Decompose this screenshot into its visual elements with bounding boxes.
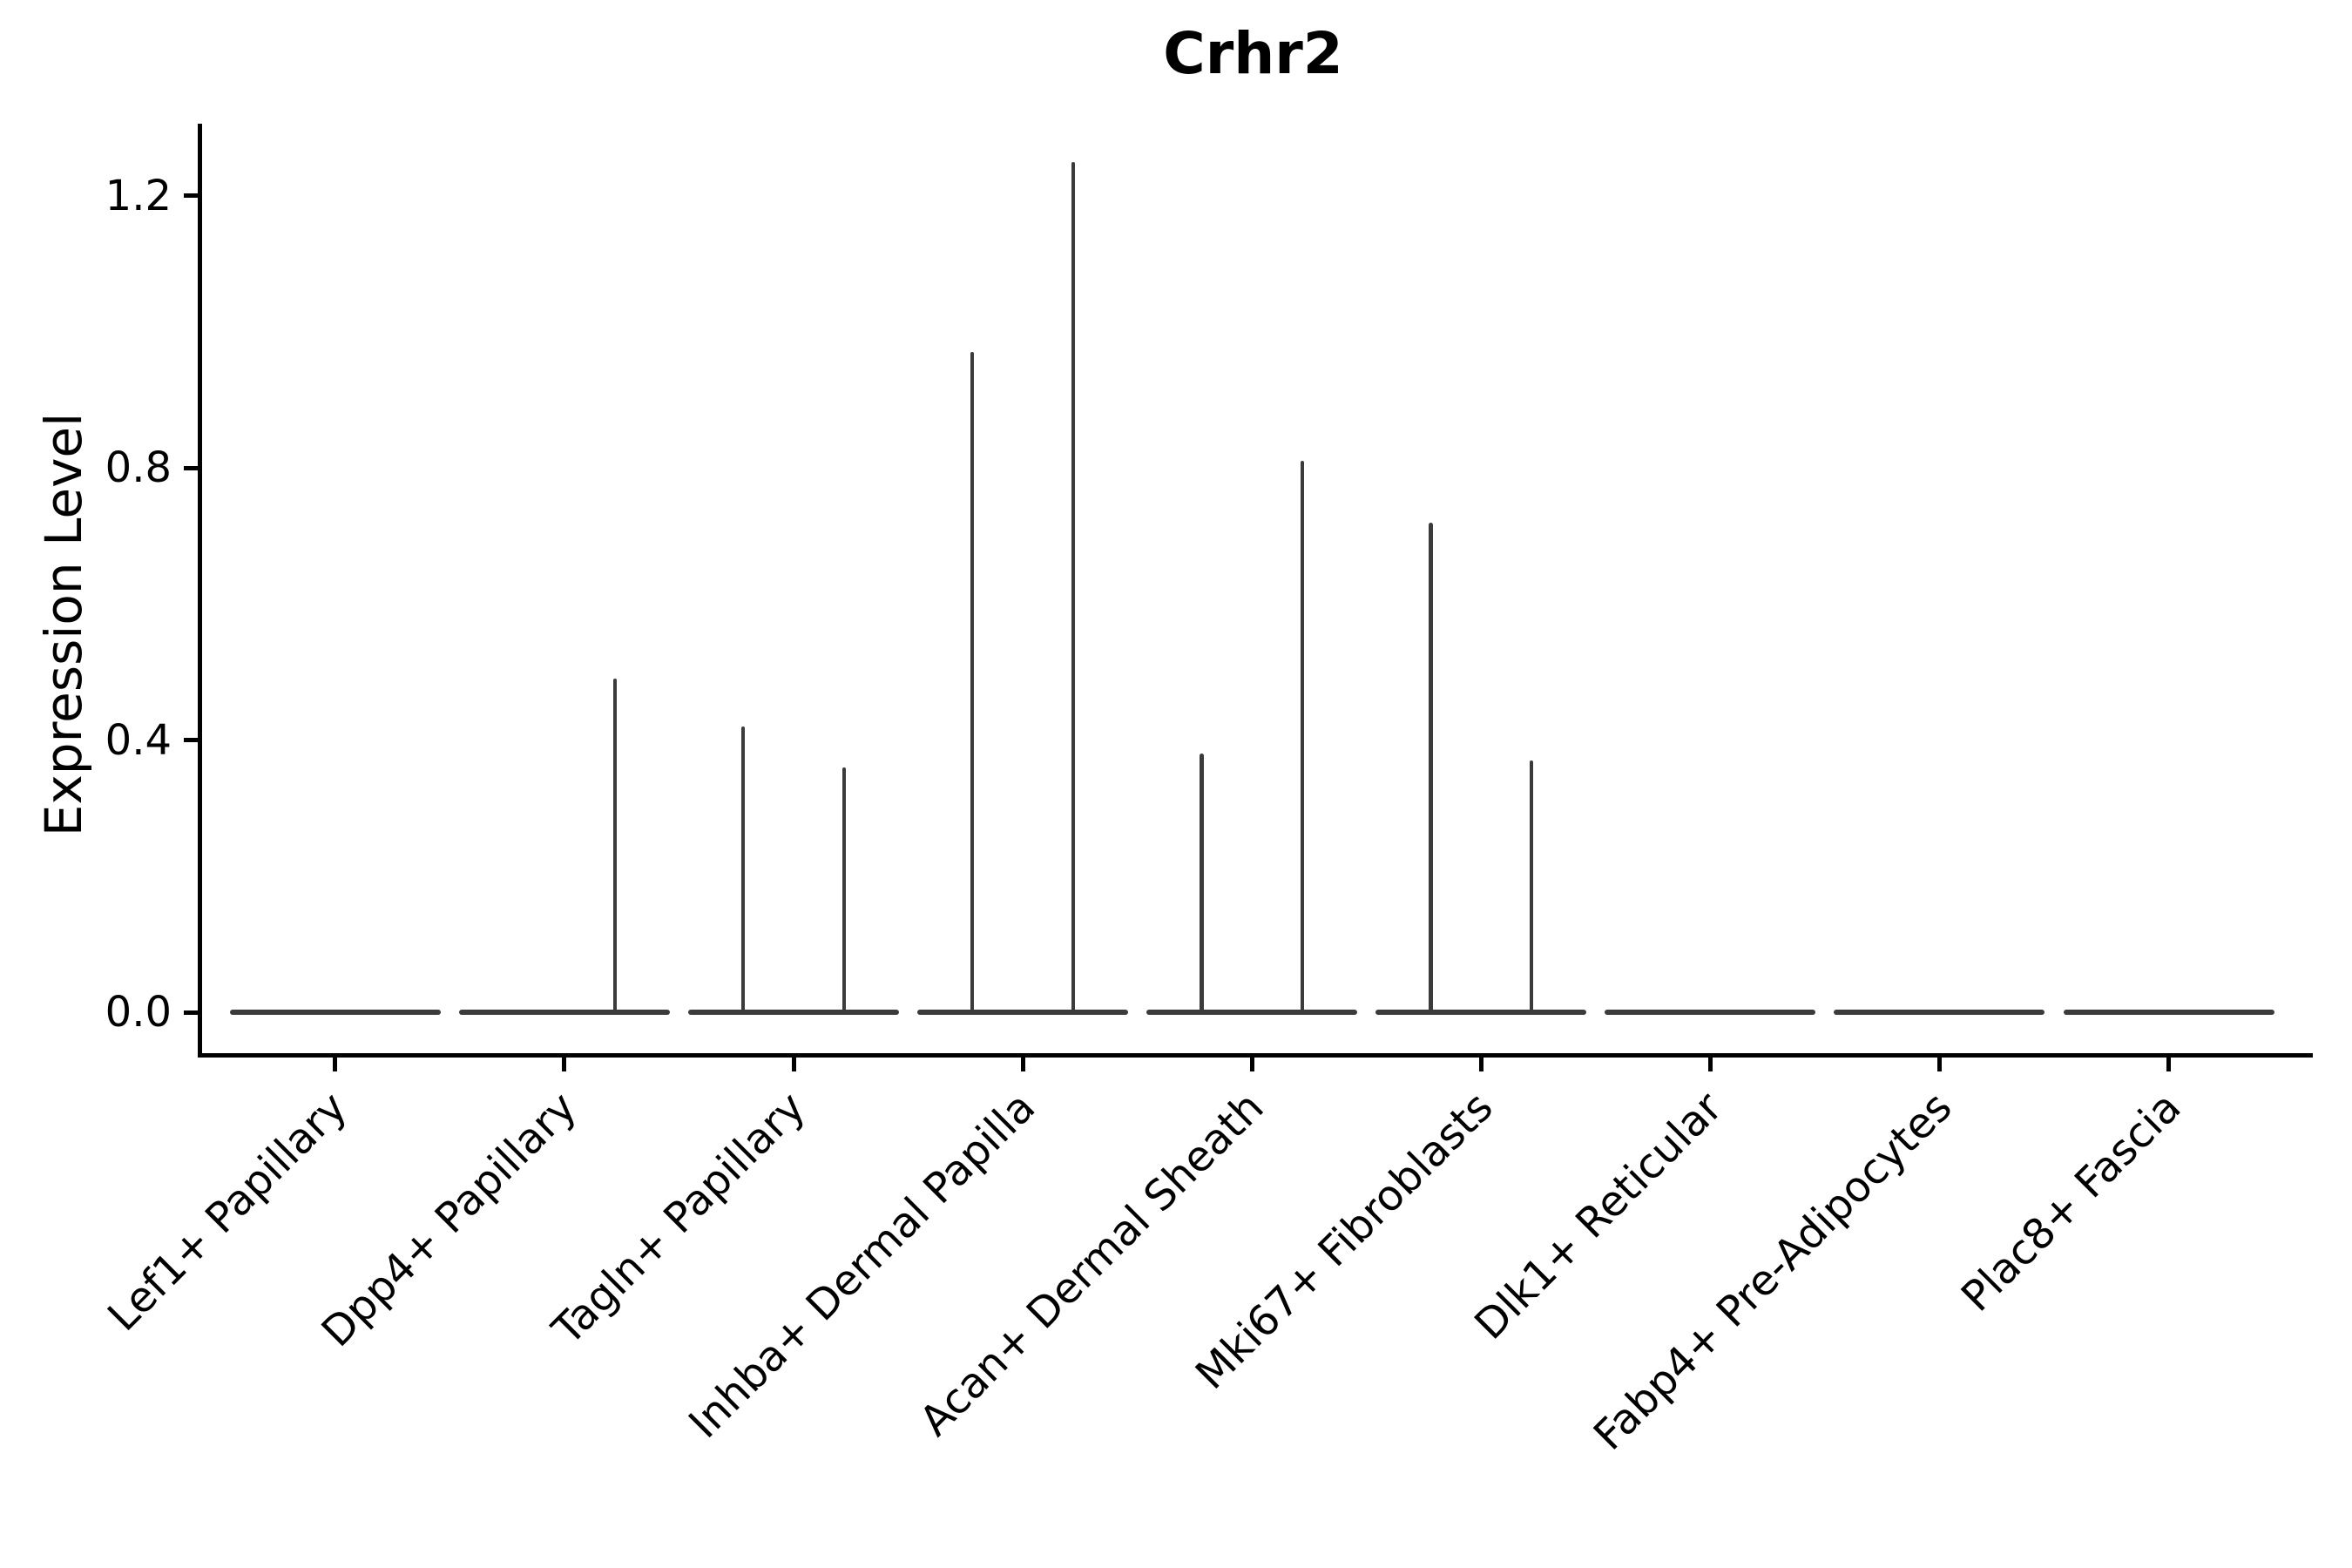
x-tick-mark bbox=[1249, 1058, 1254, 1071]
x-tick-mark bbox=[1020, 1058, 1025, 1071]
violin-body bbox=[687, 1010, 900, 1016]
x-tick-label: Dpp4+ Papillary bbox=[312, 1083, 586, 1357]
violin-body bbox=[1605, 1010, 1816, 1016]
x-tick-mark bbox=[791, 1058, 796, 1071]
x-tick-label: Dlk1+ Reticular bbox=[1465, 1083, 1732, 1349]
violin-body bbox=[1375, 1010, 1587, 1016]
violin-spike bbox=[1300, 461, 1305, 1016]
y-tick-label: 0.0 bbox=[105, 988, 172, 1037]
y-tick-label: 0.4 bbox=[105, 715, 172, 765]
x-tick-mark bbox=[1707, 1058, 1713, 1071]
violin-body bbox=[1146, 1010, 1358, 1016]
violin-spike bbox=[1200, 754, 1204, 1016]
x-tick-label: Tagln+ Papillary bbox=[543, 1083, 815, 1355]
violin-spike bbox=[970, 352, 975, 1016]
violin-spike bbox=[1429, 522, 1433, 1016]
x-tick-mark bbox=[1478, 1058, 1484, 1071]
violin-body bbox=[2063, 1010, 2274, 1016]
plot-area bbox=[198, 124, 2313, 1058]
y-tick-label: 0.8 bbox=[105, 443, 172, 493]
x-tick-mark bbox=[562, 1058, 567, 1071]
violin-body bbox=[229, 1010, 441, 1016]
violin-spike bbox=[1529, 760, 1534, 1016]
violin-body bbox=[458, 1010, 670, 1016]
violin-spike bbox=[841, 767, 847, 1016]
violin-spike bbox=[612, 679, 618, 1016]
x-tick-mark bbox=[1936, 1058, 1942, 1071]
x-tick-label: Lef1+ Papillary bbox=[98, 1083, 357, 1341]
violin-spike bbox=[1071, 161, 1076, 1016]
y-tick-mark bbox=[184, 1010, 198, 1015]
violin-body bbox=[917, 1010, 1129, 1016]
violin-body bbox=[1834, 1010, 2045, 1016]
y-tick-label: 1.2 bbox=[105, 171, 172, 220]
violin-spike bbox=[740, 727, 746, 1016]
y-tick-mark bbox=[184, 738, 198, 743]
chart-title: Crhr2 bbox=[1163, 20, 1343, 87]
y-tick-mark bbox=[184, 193, 198, 199]
x-tick-label: Plac8+ Fascia bbox=[1951, 1083, 2191, 1321]
x-tick-mark bbox=[333, 1058, 338, 1071]
y-tick-mark bbox=[184, 465, 198, 470]
x-tick-mark bbox=[2166, 1058, 2172, 1071]
